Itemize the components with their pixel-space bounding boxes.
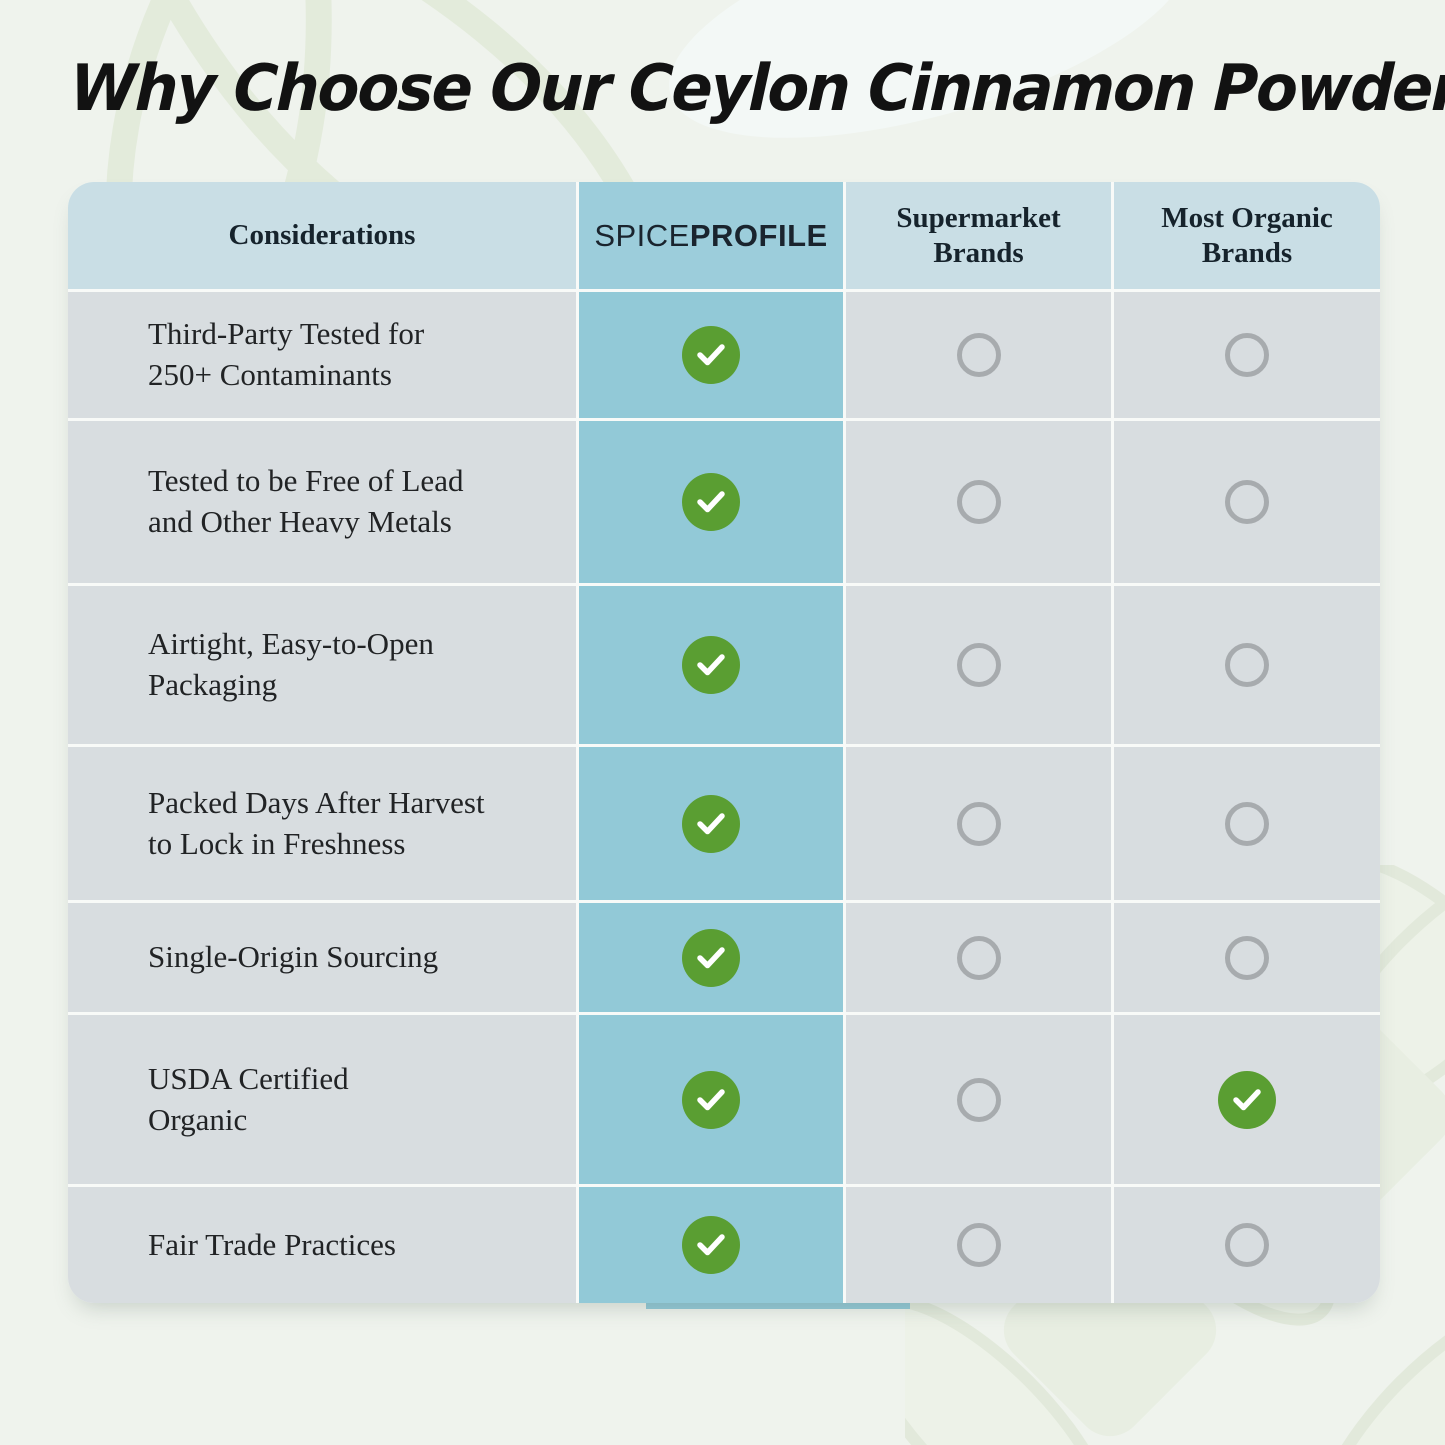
header-cell-considerations: Considerations xyxy=(68,182,576,289)
column-title-supermarket: Supermarket Brands xyxy=(896,202,1061,269)
organic-value-cell xyxy=(1114,421,1380,583)
header-cell-spiceprofile: SPICEPROFILE xyxy=(579,182,843,289)
empty-circle-icon xyxy=(1225,801,1269,846)
supermarket-value-cell xyxy=(846,586,1111,744)
empty-circle-icon xyxy=(956,1223,1001,1267)
organic-value-cell xyxy=(1114,747,1380,900)
row-label: Packed Days After Harvest to Lock in Fre… xyxy=(148,784,485,861)
spiceprofile-value-cell xyxy=(579,586,843,744)
row-label: Tested to be Free of Lead and Other Heav… xyxy=(148,463,464,539)
row-label-cell: USDA Certified Organic xyxy=(68,1015,576,1184)
header-cell-organic: Most Organic Brands xyxy=(1114,182,1380,289)
organic-value-cell xyxy=(1114,903,1380,1012)
supermarket-value-cell xyxy=(846,1015,1111,1184)
organic-value-cell xyxy=(1114,1015,1380,1184)
check-icon xyxy=(682,636,740,694)
row-label-cell: Fair Trade Practices xyxy=(68,1187,576,1303)
row-label: Airtight, Easy-to-Open Packaging xyxy=(148,626,434,702)
spiceprofile-value-cell xyxy=(579,292,843,418)
organic-value-cell xyxy=(1114,586,1380,744)
row-label-cell: Tested to be Free of Lead and Other Heav… xyxy=(68,421,576,583)
row-label-cell: Packed Days After Harvest to Lock in Fre… xyxy=(68,747,576,900)
empty-circle-icon xyxy=(1225,935,1269,980)
spiceprofile-logo-light: SPICE xyxy=(594,217,690,253)
empty-circle-icon xyxy=(956,935,1001,980)
check-icon xyxy=(682,794,740,853)
comparison-table: Considerations SPICEPROFILE Supermarket … xyxy=(68,182,1380,1303)
check-icon xyxy=(1218,1070,1276,1129)
organic-value-cell xyxy=(1114,1187,1380,1303)
spiceprofile-logo: SPICEPROFILE xyxy=(594,218,827,254)
check-icon xyxy=(682,1070,740,1129)
supermarket-value-cell xyxy=(846,747,1111,900)
supermarket-value-cell xyxy=(846,1187,1111,1303)
row-label: USDA Certified Organic xyxy=(148,1060,349,1137)
row-label: Third-Party Tested for 250+ Contaminants xyxy=(148,316,425,392)
spiceprofile-value-cell xyxy=(579,421,843,583)
empty-circle-icon xyxy=(956,480,1001,524)
check-icon xyxy=(682,928,740,987)
row-label-cell: Single-Origin Sourcing xyxy=(68,903,576,1012)
row-label-cell: Airtight, Easy-to-Open Packaging xyxy=(68,586,576,744)
empty-circle-icon xyxy=(956,643,1001,687)
check-icon xyxy=(682,473,740,531)
column-title-organic: Most Organic Brands xyxy=(1161,202,1333,269)
check-icon xyxy=(682,326,740,384)
empty-circle-icon xyxy=(956,801,1001,846)
empty-circle-icon xyxy=(1225,333,1269,377)
empty-circle-icon xyxy=(1225,1223,1269,1267)
empty-circle-icon xyxy=(1225,643,1269,687)
supermarket-value-cell xyxy=(846,292,1111,418)
supermarket-value-cell xyxy=(846,903,1111,1012)
spiceprofile-value-cell xyxy=(579,747,843,900)
empty-circle-icon xyxy=(956,333,1001,377)
check-icon xyxy=(682,1216,740,1274)
row-label: Single-Origin Sourcing xyxy=(148,939,439,975)
spiceprofile-logo-bold: PROFILE xyxy=(689,217,828,253)
organic-value-cell xyxy=(1114,292,1380,418)
empty-circle-icon xyxy=(1225,480,1269,524)
spiceprofile-value-cell xyxy=(579,903,843,1012)
supermarket-value-cell xyxy=(846,421,1111,583)
row-label-cell: Third-Party Tested for 250+ Contaminants xyxy=(68,292,576,418)
empty-circle-icon xyxy=(956,1077,1001,1122)
spiceprofile-value-cell xyxy=(579,1015,843,1184)
column-title-considerations: Considerations xyxy=(228,219,416,252)
header-cell-supermarket: Supermarket Brands xyxy=(846,182,1111,289)
row-label: Fair Trade Practices xyxy=(148,1226,396,1262)
spiceprofile-value-cell xyxy=(579,1187,843,1303)
page-title: Why Choose Our Ceylon Cinnamon Powder? xyxy=(68,52,1445,126)
